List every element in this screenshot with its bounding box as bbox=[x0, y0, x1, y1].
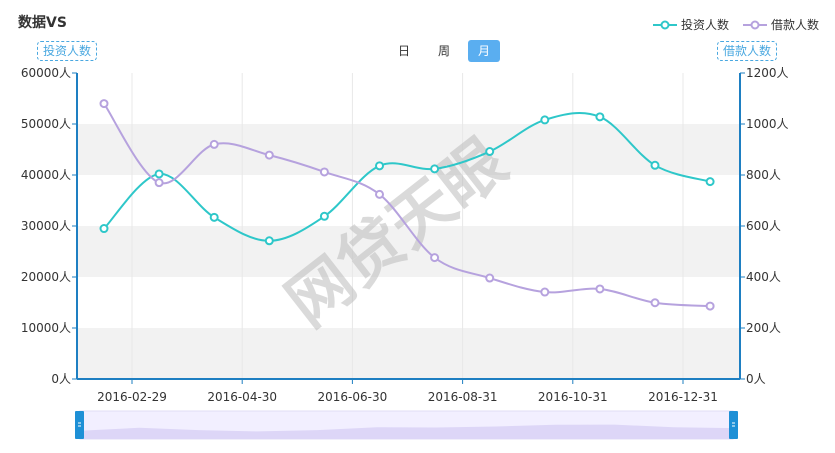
right-tick-label: 1200人 bbox=[746, 66, 789, 80]
left-tick-label: 50000人 bbox=[21, 117, 71, 131]
left-tick-label: 60000人 bbox=[21, 66, 71, 80]
x-tick-label: 2016-08-31 bbox=[428, 390, 498, 404]
data-point bbox=[705, 177, 715, 187]
right-axis-tag: 借款人数 bbox=[716, 41, 777, 61]
right-tick-label: 400人 bbox=[746, 270, 781, 284]
left-tick-label: 0人 bbox=[51, 372, 71, 386]
right-tick-label: 600人 bbox=[746, 219, 781, 233]
zoom-preview-area bbox=[80, 424, 733, 439]
legend-label-investors: 投资人数 bbox=[680, 18, 729, 32]
period-month-button[interactable]: 月 bbox=[468, 40, 500, 62]
left-axis-tag: 投资人数 bbox=[37, 41, 98, 61]
data-point bbox=[485, 147, 495, 157]
data-point bbox=[154, 178, 164, 188]
legend-line-icon bbox=[742, 20, 767, 29]
x-tick-label: 2016-10-31 bbox=[538, 390, 608, 404]
data-point bbox=[540, 287, 550, 297]
data-point bbox=[430, 253, 440, 263]
data-point bbox=[540, 115, 550, 125]
data-point bbox=[99, 224, 109, 234]
data-point bbox=[705, 301, 715, 311]
data-point bbox=[375, 161, 384, 171]
grid-band bbox=[77, 328, 740, 379]
chart-title: 数据VS bbox=[18, 15, 67, 31]
left-tick-label: 20000人 bbox=[21, 270, 71, 284]
left-tick-label: 40000人 bbox=[21, 168, 71, 182]
period-week-button[interactable]: 周 bbox=[437, 44, 450, 58]
right-tick-label: 200人 bbox=[746, 321, 781, 335]
data-point bbox=[264, 150, 274, 160]
data-point bbox=[650, 298, 660, 308]
right-tick-label: 1000人 bbox=[746, 117, 789, 131]
data-point bbox=[319, 211, 329, 221]
right-tick-label: 0人 bbox=[746, 372, 766, 386]
legend-item-investors[interactable]: 投资人数 bbox=[652, 16, 729, 33]
series-line-1 bbox=[103, 111, 711, 242]
period-day-button[interactable]: 日 bbox=[397, 44, 410, 58]
legend-line-icon bbox=[652, 20, 677, 29]
legend-item-borrowers[interactable]: 借款人数 bbox=[742, 16, 819, 33]
data-point bbox=[430, 164, 440, 174]
x-tick-label: 2016-06-30 bbox=[318, 390, 388, 404]
data-point bbox=[99, 99, 109, 109]
zoom-handle-left[interactable] bbox=[75, 411, 84, 439]
data-point bbox=[595, 284, 605, 294]
legend: 投资人数 借款人数 bbox=[652, 16, 819, 33]
x-tick-label: 2016-02-29 bbox=[97, 390, 167, 404]
x-tick-label: 2016-04-30 bbox=[207, 390, 277, 404]
grid-band bbox=[77, 226, 740, 277]
data-point bbox=[264, 236, 274, 246]
data-point bbox=[375, 189, 384, 199]
left-tick-label: 10000人 bbox=[21, 321, 71, 335]
period-selector: 日 周 月 bbox=[388, 40, 500, 62]
data-point bbox=[154, 169, 164, 179]
data-point bbox=[595, 112, 605, 122]
grid-band bbox=[77, 124, 740, 175]
legend-label-borrowers: 借款人数 bbox=[770, 18, 819, 32]
x-tick-label: 2016-12-31 bbox=[648, 390, 718, 404]
data-point bbox=[319, 167, 329, 177]
zoom-handle-right[interactable] bbox=[729, 411, 738, 439]
right-tick-label: 800人 bbox=[746, 168, 781, 182]
data-point bbox=[485, 273, 495, 283]
data-point bbox=[209, 212, 219, 222]
data-point bbox=[209, 139, 219, 149]
data-point bbox=[650, 160, 660, 170]
left-tick-label: 30000人 bbox=[21, 219, 71, 233]
